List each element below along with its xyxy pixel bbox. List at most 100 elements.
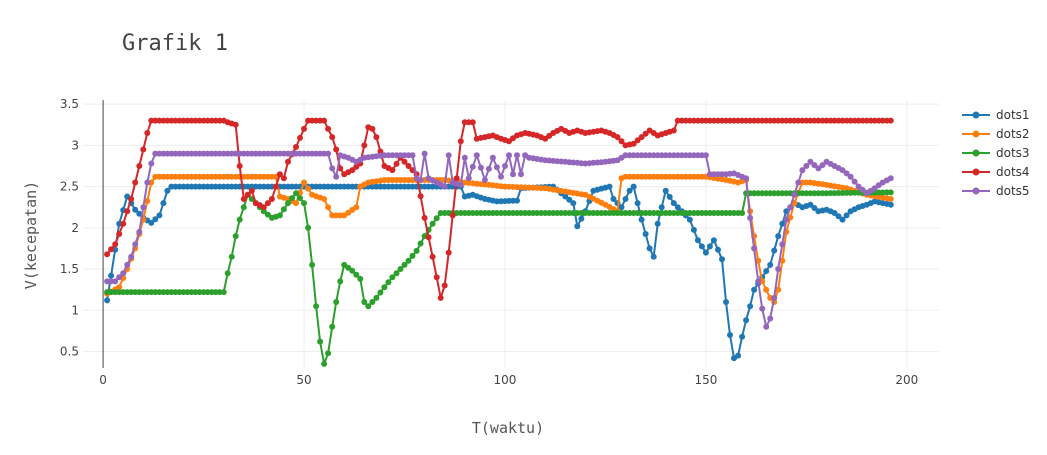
- data-point: [112, 241, 119, 248]
- legend-label: dots4: [996, 165, 1030, 179]
- data-point: [493, 164, 500, 171]
- data-point: [779, 220, 786, 227]
- data-point: [477, 164, 484, 171]
- data-point: [445, 152, 452, 159]
- data-point: [260, 204, 267, 211]
- data-point: [381, 284, 388, 291]
- data-point: [136, 163, 143, 169]
- data-point: [763, 323, 770, 330]
- data-point: [361, 142, 368, 149]
- data-point: [510, 171, 516, 178]
- data-point: [457, 138, 464, 145]
- data-point: [710, 117, 717, 124]
- data-point: [803, 163, 810, 169]
- data-point: [301, 150, 307, 157]
- series-dots5: [104, 150, 894, 330]
- data-point: [751, 245, 758, 252]
- data-point: [646, 245, 653, 252]
- data-point: [124, 208, 131, 215]
- data-point: [795, 117, 802, 124]
- data-point: [329, 165, 336, 172]
- data-point: [771, 294, 778, 301]
- data-point: [393, 160, 400, 167]
- data-point: [152, 173, 159, 180]
- data-point: [264, 200, 271, 207]
- data-point: [582, 210, 589, 216]
- data-point: [514, 152, 520, 159]
- data-point: [297, 134, 303, 141]
- data-point: [630, 183, 637, 190]
- data-point: [349, 267, 356, 274]
- data-point: [731, 117, 737, 124]
- data-point: [276, 212, 283, 219]
- data-point: [417, 193, 424, 200]
- data-point: [839, 216, 846, 223]
- data-point: [710, 237, 717, 244]
- data-point: [815, 190, 822, 197]
- data-point: [152, 150, 159, 157]
- data-point: [429, 220, 436, 227]
- data-point: [280, 150, 287, 157]
- legend: dots1 dots2 dots3 dots4 dots5: [962, 108, 1030, 198]
- data-point: [779, 241, 786, 248]
- data-point: [361, 299, 368, 305]
- data-point: [172, 117, 179, 124]
- data-point: [120, 220, 127, 227]
- data-point: [369, 125, 376, 132]
- data-point: [727, 332, 733, 338]
- data-point: [642, 231, 649, 237]
- data-point: [272, 183, 279, 190]
- data-point: [602, 210, 609, 216]
- data-point: [276, 171, 283, 178]
- series-line-dots3: [107, 191, 891, 365]
- data-point: [566, 196, 573, 203]
- data-point: [353, 271, 360, 278]
- data-point: [775, 286, 782, 293]
- data-point: [469, 119, 476, 126]
- y-tick-label: 3: [71, 138, 79, 152]
- data-point: [622, 196, 629, 202]
- data-point: [747, 214, 754, 221]
- data-point: [160, 200, 167, 207]
- data-point: [337, 278, 344, 285]
- data-point: [248, 187, 255, 194]
- y-tick-label: 1.5: [60, 262, 79, 276]
- data-point: [148, 219, 155, 226]
- data-point: [429, 253, 436, 260]
- data-point: [216, 173, 223, 180]
- data-point: [216, 150, 223, 157]
- data-point: [164, 187, 171, 194]
- legend-item-dots3: dots3: [962, 146, 1030, 160]
- data-point: [260, 173, 267, 180]
- legend-label: dots2: [996, 127, 1030, 141]
- data-point: [887, 196, 894, 202]
- data-point: [421, 150, 428, 157]
- data-point: [425, 234, 432, 241]
- data-point: [851, 178, 858, 185]
- data-point: [807, 158, 814, 165]
- data-point: [196, 150, 203, 157]
- data-point: [489, 154, 496, 161]
- data-point: [156, 212, 163, 219]
- legend-marker: [972, 187, 980, 195]
- data-point: [172, 289, 179, 296]
- data-point: [686, 117, 693, 124]
- data-point: [260, 208, 267, 215]
- data-point: [514, 197, 520, 204]
- data-point: [650, 253, 657, 260]
- data-point: [610, 196, 617, 202]
- data-point: [128, 196, 135, 202]
- data-point: [405, 163, 412, 169]
- data-point: [421, 214, 428, 221]
- data-point: [666, 173, 673, 180]
- data-point: [799, 167, 806, 174]
- data-point: [843, 170, 850, 177]
- data-point: [325, 125, 332, 132]
- data-point: [196, 117, 203, 124]
- data-point: [172, 150, 179, 157]
- x-tick-label: 100: [494, 373, 517, 387]
- data-point: [666, 210, 673, 216]
- data-point: [614, 134, 621, 141]
- data-point: [389, 152, 396, 159]
- data-point: [216, 183, 223, 190]
